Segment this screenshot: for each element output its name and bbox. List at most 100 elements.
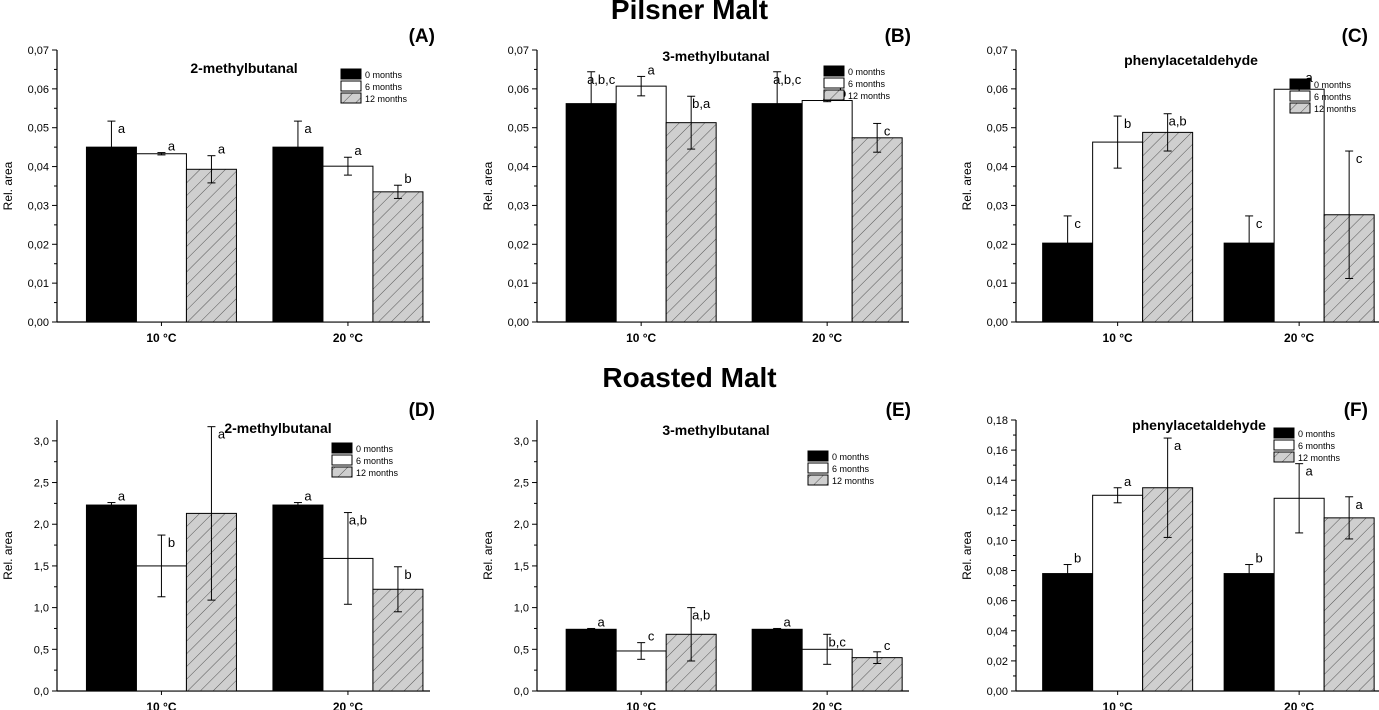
- panel-c-sig-label: c: [1074, 216, 1081, 231]
- panel-d-bar-0-months-1[interactable]: [85, 504, 137, 692]
- panel-d-y-axis-label: Rel. area: [1, 531, 15, 580]
- panel-e-sig-label: a: [598, 614, 606, 629]
- panel-c-legend-label: 12 months: [1314, 104, 1357, 114]
- panel-f-bar-12-months-2[interactable]: [1323, 517, 1375, 692]
- panel-f-y-tick-label: 0,00: [987, 686, 1008, 698]
- panel-b-title: 3-methylbutanal: [662, 48, 769, 64]
- panel-c-y-tick-label: 0,04: [987, 162, 1008, 174]
- panel-b-y-tick-label: 0,03: [508, 200, 529, 212]
- panel-a-sig-label: a: [218, 142, 226, 157]
- panel-a-sig-label: a: [168, 139, 176, 154]
- panel-f-y-tick-label: 0,18: [987, 415, 1008, 427]
- panel-c-bar-12-months-1[interactable]: [1142, 131, 1194, 323]
- panel-c-sig-label: a: [1306, 70, 1314, 85]
- panel-b-y-tick-label: 0,06: [508, 84, 529, 96]
- panel-a-sig-label: a: [118, 121, 126, 136]
- panel-a-bar-6-months-1[interactable]: [135, 153, 187, 323]
- panel-d-x-tick-label: 20 °C: [333, 700, 363, 710]
- panel-a-sig-label: b: [404, 171, 411, 186]
- panel-e-legend-swatch: [807, 474, 829, 486]
- panel-c-y-tick-label: 0,00: [987, 317, 1008, 329]
- panel-d-y-tick-label: 1,5: [34, 561, 49, 573]
- panel-e-bar-0-months-1[interactable]: [565, 628, 617, 692]
- panel-f-x-tick-label: 20 °C: [1284, 700, 1314, 710]
- panel-d-y-tick-label: 0,0: [34, 686, 49, 698]
- panel-b-legend-swatch: [823, 77, 845, 89]
- panel-f-sig-label: b: [1074, 551, 1081, 566]
- panel-e-y-axis-label: Rel. area: [481, 531, 495, 580]
- panel-a-legend-label: 6 months: [365, 82, 403, 92]
- panel-e-y-tick-label: 0,5: [514, 644, 529, 656]
- panel-d-x-tick-label: 10 °C: [146, 700, 176, 710]
- panel-c-bar-6-months-1[interactable]: [1092, 141, 1144, 323]
- panel-f-bar-6-months-1[interactable]: [1092, 494, 1144, 692]
- panel-b-label: (B): [885, 26, 911, 47]
- panel-a-y-tick-label: 0,01: [28, 278, 49, 290]
- panel-c-legend-swatch: [1289, 102, 1311, 114]
- panel-a-legend-label: 12 months: [365, 94, 408, 104]
- panel-c-bar-6-months-2[interactable]: [1273, 88, 1325, 323]
- panel-a-bar-12-months-1[interactable]: [185, 168, 237, 323]
- panel-b-bar-0-months-2[interactable]: [751, 103, 803, 323]
- panel-b-legend-swatch: [823, 89, 845, 101]
- panel-b-bar-6-months-1[interactable]: [615, 85, 667, 323]
- panel-f-legend-label: 6 months: [1298, 441, 1336, 451]
- panel-f-legend-swatch: [1273, 439, 1295, 451]
- panel-c-legend-label: 6 months: [1314, 92, 1352, 102]
- panel-b-bar-0-months-1[interactable]: [565, 103, 617, 323]
- panel-c-sig-label: c: [1256, 216, 1263, 231]
- panel-c-legend-swatch: [1289, 90, 1311, 102]
- panel-a-bar-12-months-2[interactable]: [372, 191, 424, 323]
- panel-f-y-tick-label: 0,04: [987, 626, 1008, 638]
- panel-e-bar-0-months-2[interactable]: [751, 628, 803, 692]
- panel-b-sig-label: a: [648, 62, 656, 77]
- panel-b-x-tick-label: 10 °C: [626, 331, 656, 345]
- panel-f-bar-0-months-1[interactable]: [1042, 573, 1094, 692]
- panel-b-y-tick-label: 0,02: [508, 239, 529, 251]
- panel-a-bar-6-months-2[interactable]: [322, 165, 374, 323]
- panel-d-legend-swatch: [331, 466, 353, 478]
- panel-a-bar-0-months-1[interactable]: [85, 146, 137, 323]
- panel-b-bar-12-months-2[interactable]: [851, 137, 903, 323]
- panel-f-sig-label: a: [1174, 438, 1182, 453]
- panel-c-y-tick-label: 0,07: [987, 45, 1008, 57]
- panel-f-title: phenylacetaldehyde: [1132, 417, 1266, 433]
- panel-f-bar-0-months-2[interactable]: [1223, 573, 1275, 692]
- panel-c-sig-label: a,b: [1169, 114, 1187, 129]
- panel-b-bar-12-months-1[interactable]: [665, 122, 717, 323]
- panel-d-y-tick-label: 2,0: [34, 519, 49, 531]
- panel-a-x-tick-label: 20 °C: [333, 331, 363, 345]
- panel-e-y-tick-label: 3,0: [514, 436, 529, 448]
- panel-a-sig-label: a: [304, 121, 312, 136]
- panel-d-sig-label: b: [404, 567, 411, 582]
- panel-e-x-tick-label: 10 °C: [626, 700, 656, 710]
- panel-c-legend-label: 0 months: [1314, 80, 1352, 90]
- panel-b-bar-6-months-2[interactable]: [801, 100, 853, 323]
- panel-d-legend-swatch: [331, 442, 353, 454]
- panel-c-sig-label: c: [1356, 151, 1363, 166]
- panel-c-legend-swatch: [1289, 78, 1311, 90]
- panel-d-sig-label: a: [304, 489, 312, 504]
- panel-a-legend-swatch: [340, 80, 362, 92]
- panel-e-legend-label: 0 months: [832, 452, 870, 462]
- panel-f-y-tick-label: 0,10: [987, 535, 1008, 547]
- panel-a-y-tick-label: 0,04: [28, 162, 49, 174]
- panel-b-y-tick-label: 0,00: [508, 317, 529, 329]
- panel-f-y-tick-label: 0,12: [987, 505, 1008, 517]
- panel-d-legend-label: 6 months: [356, 456, 394, 466]
- panel-a-legend-swatch: [340, 68, 362, 80]
- panel-d-label: (D): [409, 400, 435, 421]
- panel-e-title: 3-methylbutanal: [662, 422, 769, 438]
- panel-f-y-tick-label: 0,06: [987, 596, 1008, 608]
- panel-f-sig-label: a: [1124, 474, 1132, 489]
- panel-a-y-axis-label: Rel. area: [1, 161, 15, 210]
- panel-d-bar-0-months-2[interactable]: [272, 504, 324, 692]
- panel-c-y-tick-label: 0,05: [987, 123, 1008, 135]
- panel-e-sig-label: a: [784, 614, 792, 629]
- panel-e-y-tick-label: 0,0: [514, 686, 529, 698]
- panel-f-y-tick-label: 0,16: [987, 445, 1008, 457]
- panel-a-y-tick-label: 0,05: [28, 123, 49, 135]
- panel-b-legend-label: 6 months: [848, 79, 886, 89]
- panel-d-sig-label: a: [118, 489, 126, 504]
